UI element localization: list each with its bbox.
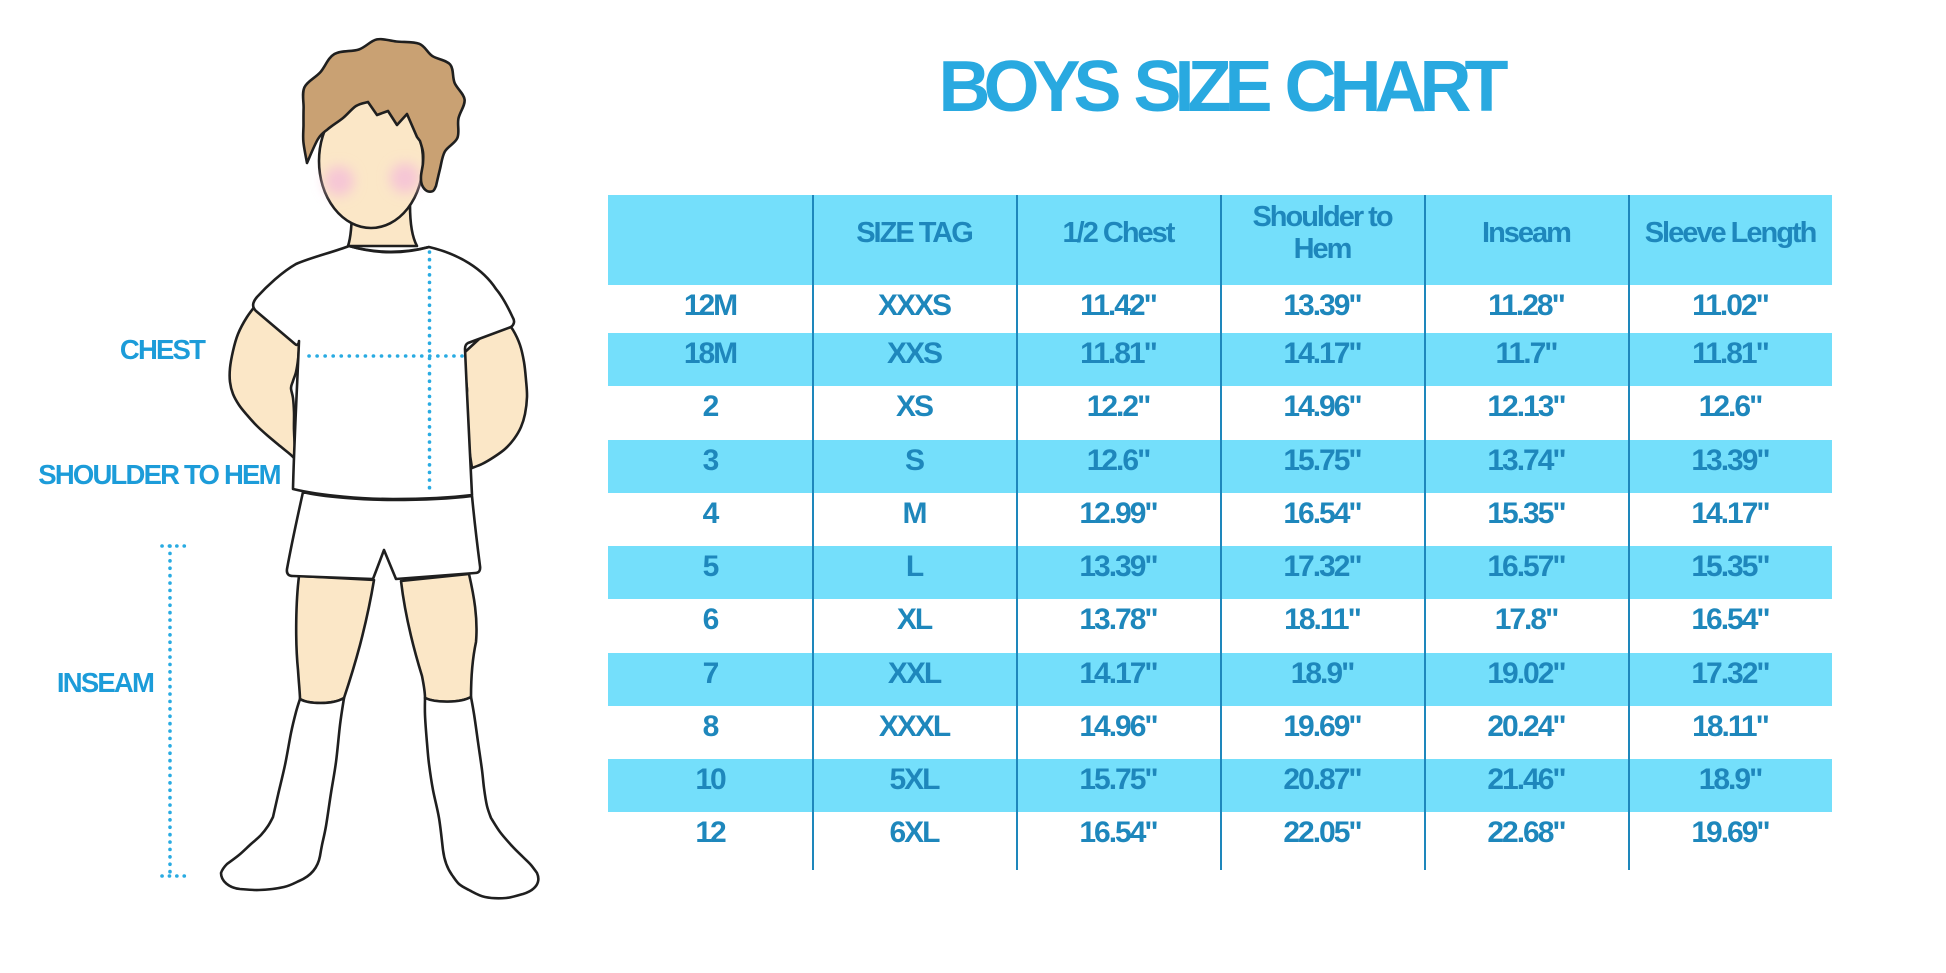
svg-text:CHEST: CHEST: [120, 334, 206, 365]
svg-text:INSEAM: INSEAM: [57, 667, 154, 698]
svg-text:SHOULDER TO HEM: SHOULDER TO HEM: [38, 459, 280, 490]
